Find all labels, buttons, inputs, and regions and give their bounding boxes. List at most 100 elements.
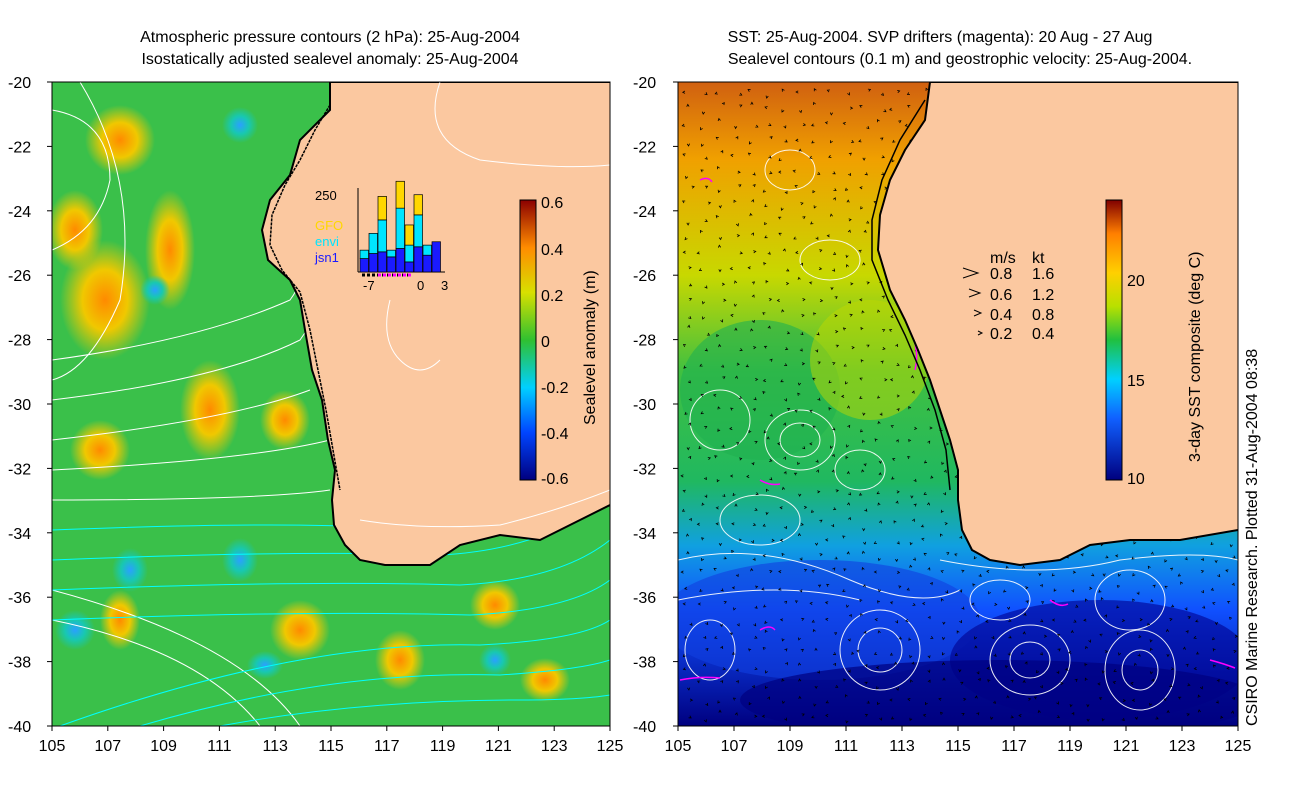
velocity-arrow (813, 312, 817, 316)
velocity-arrow (1057, 648, 1061, 652)
velocity-arrow (688, 316, 692, 320)
velocity-arrow (684, 635, 688, 639)
velocity-arrow (754, 635, 758, 639)
velocity-arrow (1184, 607, 1188, 611)
velocity-arrow (831, 453, 835, 458)
velocity-arrow (913, 503, 917, 507)
velocity-arrow (878, 589, 882, 593)
velocity-arrow (688, 283, 693, 287)
velocity-arrow (808, 281, 813, 285)
velocity-arrow (762, 554, 766, 558)
velocity-arrow (881, 295, 885, 299)
left-xtick-label: 105 (39, 738, 66, 755)
velocity-arrow (942, 661, 946, 666)
velocity-arrow (778, 570, 782, 574)
velocity-arrow (1098, 697, 1103, 701)
velocity-arrow (703, 476, 707, 481)
velocity-arrow (845, 254, 849, 259)
velocity-arrow (803, 568, 808, 572)
velocity-arrow (732, 697, 736, 701)
inset-bar-gfo (377, 196, 387, 221)
velocity-arrow (1150, 599, 1154, 603)
left-xtick-label: 123 (541, 738, 568, 755)
velocity-arrow (1136, 591, 1140, 595)
velocity-arrow (929, 426, 933, 430)
velocity-arrow (738, 395, 743, 399)
velocity-arrow (782, 486, 786, 491)
right-xtick-label: 125 (1225, 738, 1252, 755)
velocity-arrow (686, 103, 690, 107)
velocity-arrow (975, 614, 979, 618)
velocity-arrow (849, 613, 852, 618)
velocity-arrow (682, 489, 686, 493)
velocity-arrow (1166, 709, 1170, 714)
velocity-arrow (842, 327, 847, 331)
velocity-arrow (896, 363, 900, 366)
velocity-arrow (862, 584, 866, 588)
velocity-arrow (682, 602, 686, 606)
velocity-arrow (702, 316, 705, 320)
sla-tick-3: 0.2 (541, 288, 563, 305)
velocity-arrow (954, 652, 958, 656)
velocity-arrow (685, 175, 689, 180)
velocity-arrow (798, 493, 802, 497)
velocity-arrow (699, 588, 703, 592)
velocity-arrow (1008, 618, 1012, 622)
velocity-arrow (748, 141, 752, 145)
velocity-legend-row3-kt: 0.8 (1032, 307, 1054, 324)
velocity-arrow (876, 491, 880, 495)
velocity-arrow (688, 715, 692, 719)
velocity-arrow (941, 652, 945, 656)
velocity-arrow (717, 189, 721, 194)
velocity-arrow (847, 638, 851, 642)
velocity-arrow (731, 586, 736, 590)
shelf-contour-right (871, 99, 951, 491)
velocity-arrow (750, 328, 754, 332)
velocity-arrow (946, 552, 950, 556)
right-xtick-label: 105 (665, 738, 692, 755)
velocity-arrow (811, 123, 815, 127)
velocity-arrow (754, 605, 758, 609)
velocity-arrow (1232, 555, 1236, 559)
velocity-arrow (895, 343, 899, 348)
velocity-arrow (866, 700, 870, 704)
velocity-arrow (895, 439, 899, 443)
velocity-arrow (833, 188, 837, 192)
inset-bar-jsn1 (404, 261, 414, 273)
velocity-arrow (848, 516, 851, 521)
velocity-arrow (862, 157, 866, 161)
velocity-arrow (1138, 634, 1142, 638)
velocity-arrow (1008, 635, 1012, 639)
velocity-arrow (769, 570, 773, 574)
velocity-arrow (795, 250, 799, 254)
velocity-arrow (892, 139, 896, 143)
velocity-arrow (747, 152, 752, 156)
velocity-arrow (1088, 639, 1092, 643)
velocity-arrow (816, 469, 819, 473)
velocity-arrow (1113, 669, 1117, 672)
velocity-arrow (896, 394, 900, 398)
velocity-arrow (1044, 634, 1048, 638)
velocity-arrow (1071, 589, 1075, 593)
velocity-arrow (1180, 581, 1184, 585)
velocity-arrow (942, 636, 946, 641)
velocity-arrow (842, 589, 846, 592)
arrow-0.2-icon (977, 330, 984, 336)
velocity-arrow (812, 377, 816, 381)
left-ytick-label: -34 (8, 526, 31, 543)
velocity-arrow (817, 172, 821, 175)
velocity-arrow (1230, 710, 1235, 714)
velocity-arrow (755, 378, 759, 382)
velocity-arrow (851, 140, 855, 143)
velocity-arrow (681, 90, 686, 94)
velocity-arrow (812, 628, 816, 633)
velocity-arrow (1226, 666, 1230, 670)
axes: -20 -22 -24 -26 -28 -30 -32 -34 -36 -38 -40 105 107 1… (8, 75, 1251, 755)
arrow-0.8-icon (962, 267, 980, 279)
velocity-arrow (735, 135, 739, 140)
velocity-arrow (785, 661, 788, 666)
velocity-arrow (1234, 634, 1238, 638)
velocity-arrow (959, 535, 963, 540)
velocity-arrow (705, 702, 709, 707)
left-xtick-label: 113 (262, 738, 288, 755)
